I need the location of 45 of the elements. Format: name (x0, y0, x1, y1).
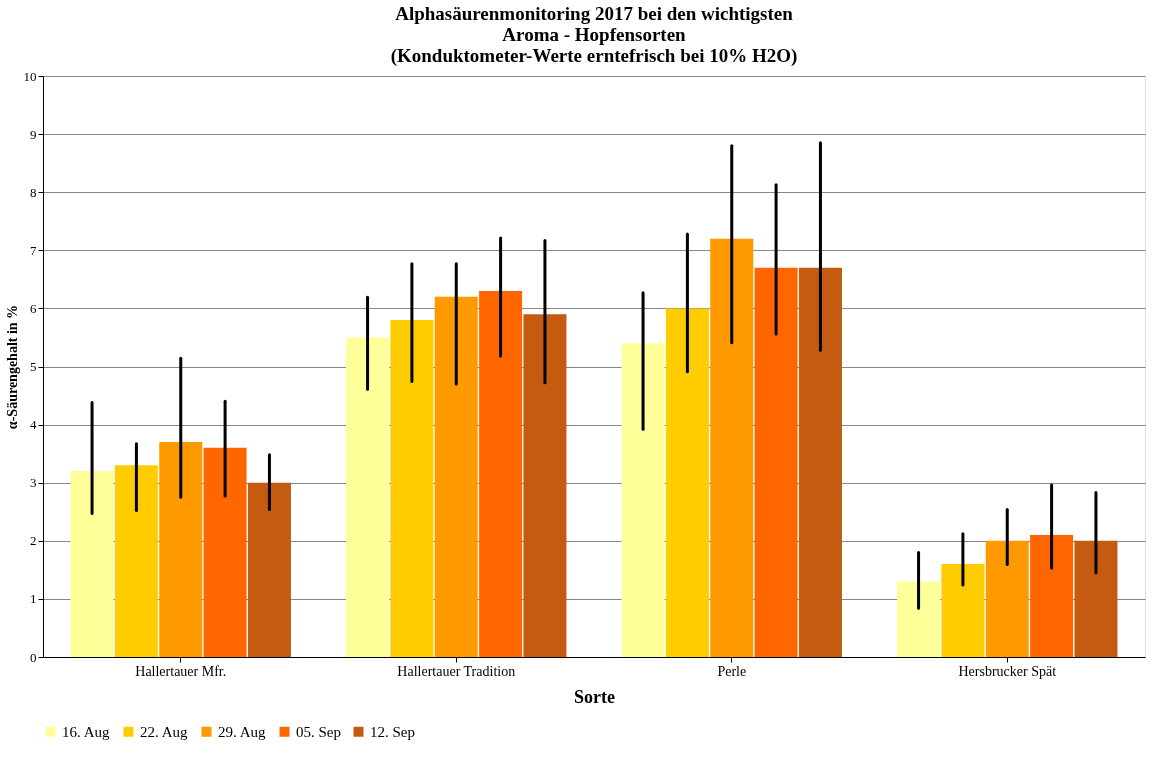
y-tick-label: 7 (30, 242, 37, 258)
bar (346, 337, 390, 657)
legend-label: 22. Aug (140, 723, 188, 740)
legend-label: 12. Sep (370, 723, 415, 740)
bar (159, 442, 203, 657)
bar (941, 564, 985, 657)
text: Aroma - Hopfensorten (502, 24, 686, 45)
y-axis-title: α-Säurengehalt in % (4, 304, 20, 430)
y-tick-label: 9 (30, 126, 37, 142)
x-tick-label: Perle (717, 663, 747, 679)
bar (434, 296, 478, 657)
bar (247, 482, 291, 657)
bar (798, 267, 842, 657)
y-tick-label: 0 (30, 649, 37, 665)
x-tick-label: Hersbrucker Spät (958, 663, 1057, 679)
text: Alphasäurenmonitoring 2017 bei den wichtigsten (395, 3, 793, 24)
legend-label: 16. Aug (62, 723, 110, 740)
y-tick-label: 10 (23, 68, 37, 84)
text: (Konduktometer-Werte erntefrisch bei 10% H2O) (390, 45, 798, 66)
bar (710, 238, 754, 657)
bar (479, 290, 523, 657)
y-tick-label: 5 (30, 359, 37, 374)
bar (665, 308, 709, 657)
y-tick-label: 3 (30, 475, 37, 491)
bar (203, 447, 247, 657)
bar (621, 343, 665, 657)
bar (390, 320, 434, 657)
bar (114, 465, 158, 657)
legend-label: 29. Aug (218, 723, 266, 740)
bar (1074, 540, 1118, 657)
bar (523, 314, 567, 657)
x-tick-label: Hallertauer Tradition (397, 663, 516, 679)
y-tick-label: 6 (30, 300, 37, 316)
bar (1030, 534, 1074, 657)
y-tick-label: 4 (30, 417, 37, 433)
bar (754, 267, 798, 657)
y-tick-label: 2 (30, 533, 37, 549)
bar (897, 581, 941, 657)
x-axis-title: Sorte (574, 686, 615, 707)
x-tick-label: Hallertauer Mfr. (135, 663, 227, 679)
bar (70, 471, 114, 657)
bar (985, 540, 1029, 657)
legend-label: 05. Sep (296, 723, 341, 740)
y-tick-label: 8 (30, 184, 37, 200)
y-tick-label: 1 (30, 591, 37, 607)
